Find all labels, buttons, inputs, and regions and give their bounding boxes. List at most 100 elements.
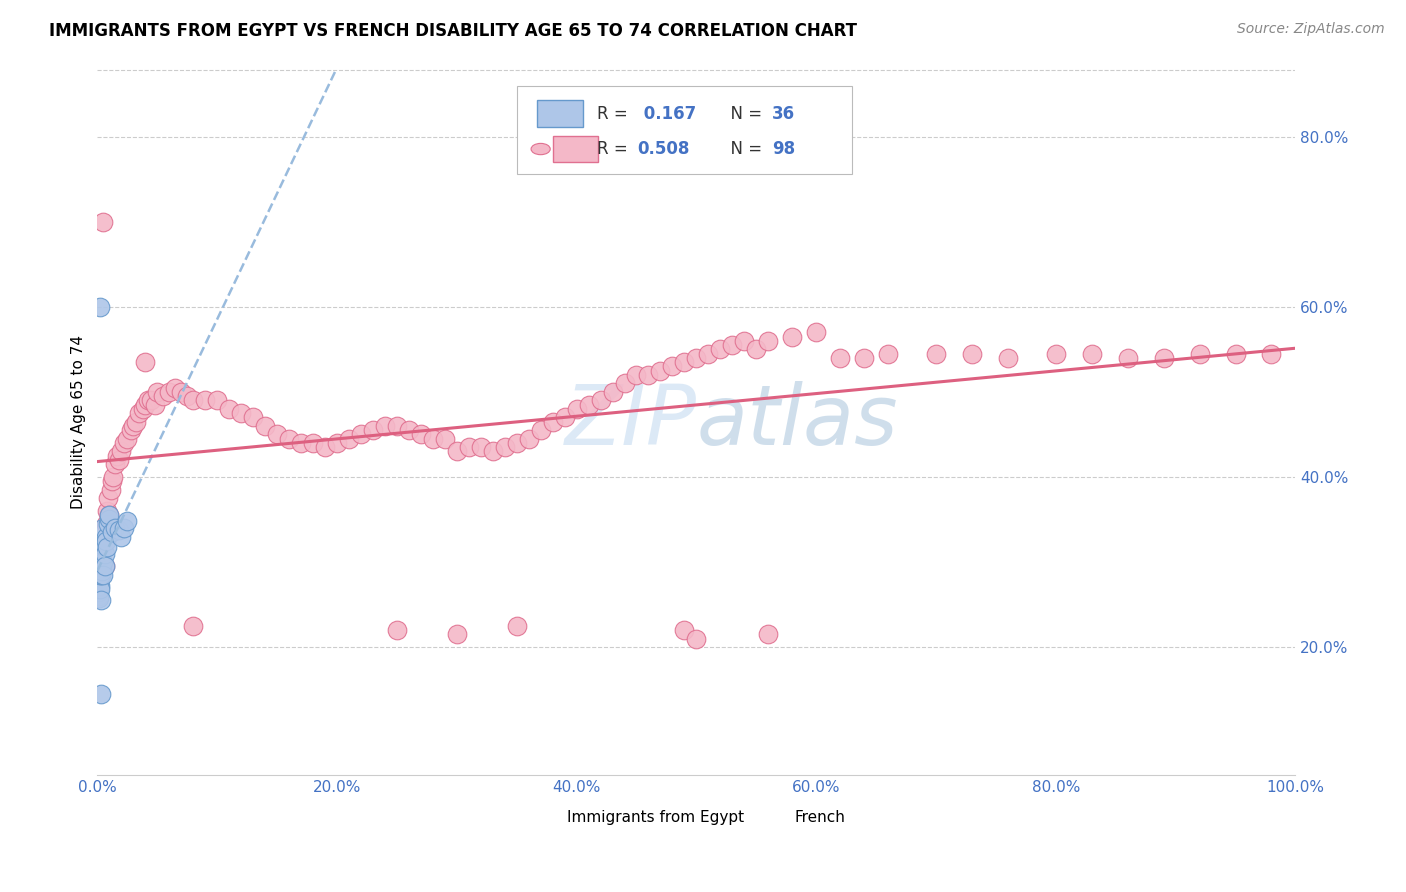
Point	[721, 338, 744, 352]
Point	[673, 355, 696, 369]
Point	[194, 393, 217, 408]
Point	[87, 581, 110, 595]
Point	[554, 410, 576, 425]
Point	[134, 355, 156, 369]
Point	[877, 346, 900, 360]
Point	[830, 351, 852, 365]
Point	[756, 334, 779, 348]
Point	[733, 334, 755, 348]
Point	[117, 432, 139, 446]
Point	[697, 346, 720, 360]
Point	[91, 542, 114, 557]
Point	[89, 579, 111, 593]
Point	[104, 521, 127, 535]
Point	[361, 423, 384, 437]
Point	[314, 440, 336, 454]
Point	[93, 538, 115, 552]
Point	[218, 401, 240, 416]
Point	[685, 632, 707, 646]
Text: 36: 36	[772, 104, 794, 123]
Point	[997, 351, 1019, 365]
Point	[709, 343, 731, 357]
Point	[90, 550, 112, 565]
Point	[89, 572, 111, 586]
Point	[446, 627, 468, 641]
Point	[125, 415, 148, 429]
Point	[470, 440, 492, 454]
FancyBboxPatch shape	[537, 100, 582, 128]
Point	[91, 538, 114, 552]
Point	[806, 326, 828, 340]
Point	[170, 384, 193, 399]
Point	[96, 504, 118, 518]
Point	[925, 346, 948, 360]
Text: R =: R =	[598, 140, 633, 158]
Text: atlas: atlas	[696, 381, 898, 462]
Point	[181, 619, 204, 633]
Point	[93, 555, 115, 569]
Point	[89, 582, 111, 597]
Text: R =: R =	[598, 104, 633, 123]
Point	[385, 418, 408, 433]
FancyBboxPatch shape	[523, 808, 558, 826]
Point	[91, 555, 114, 569]
Circle shape	[531, 144, 550, 154]
Point	[141, 393, 163, 408]
Point	[565, 401, 588, 416]
FancyBboxPatch shape	[553, 136, 598, 162]
Point	[105, 449, 128, 463]
Point	[108, 523, 131, 537]
Point	[110, 529, 132, 543]
Point	[229, 406, 252, 420]
Point	[350, 427, 373, 442]
Text: Source: ZipAtlas.com: Source: ZipAtlas.com	[1237, 22, 1385, 37]
Point	[756, 627, 779, 641]
Point	[613, 376, 636, 391]
Point	[481, 444, 503, 458]
Point	[93, 215, 115, 229]
Point	[89, 567, 111, 582]
Point	[457, 440, 479, 454]
Point	[104, 457, 127, 471]
Text: 0.167: 0.167	[638, 104, 696, 123]
Point	[87, 584, 110, 599]
Point	[100, 525, 122, 540]
Point	[685, 351, 707, 365]
Point	[650, 363, 672, 377]
Point	[98, 508, 121, 523]
Point	[266, 427, 288, 442]
Point	[242, 410, 264, 425]
Point	[91, 564, 114, 578]
Point	[505, 436, 527, 450]
Text: French: French	[794, 810, 845, 824]
Point	[205, 393, 228, 408]
Point	[517, 432, 540, 446]
Point	[398, 423, 420, 437]
Point	[98, 508, 121, 523]
Point	[673, 623, 696, 637]
Point	[181, 393, 204, 408]
Point	[337, 432, 360, 446]
Point	[446, 444, 468, 458]
Point	[494, 440, 516, 454]
Point	[100, 474, 122, 488]
Point	[112, 436, 135, 450]
Point	[1116, 351, 1139, 365]
Point	[87, 576, 110, 591]
Point	[530, 423, 553, 437]
Point	[1081, 346, 1104, 360]
Point	[89, 564, 111, 578]
Text: N =: N =	[720, 104, 768, 123]
Point	[101, 470, 124, 484]
Point	[134, 398, 156, 412]
Point	[112, 521, 135, 535]
Point	[132, 401, 155, 416]
Point	[1225, 346, 1247, 360]
Point	[385, 623, 408, 637]
Point	[93, 547, 115, 561]
Point	[108, 453, 131, 467]
Point	[1260, 346, 1282, 360]
Point	[146, 384, 169, 399]
Point	[374, 418, 396, 433]
Point	[278, 432, 301, 446]
